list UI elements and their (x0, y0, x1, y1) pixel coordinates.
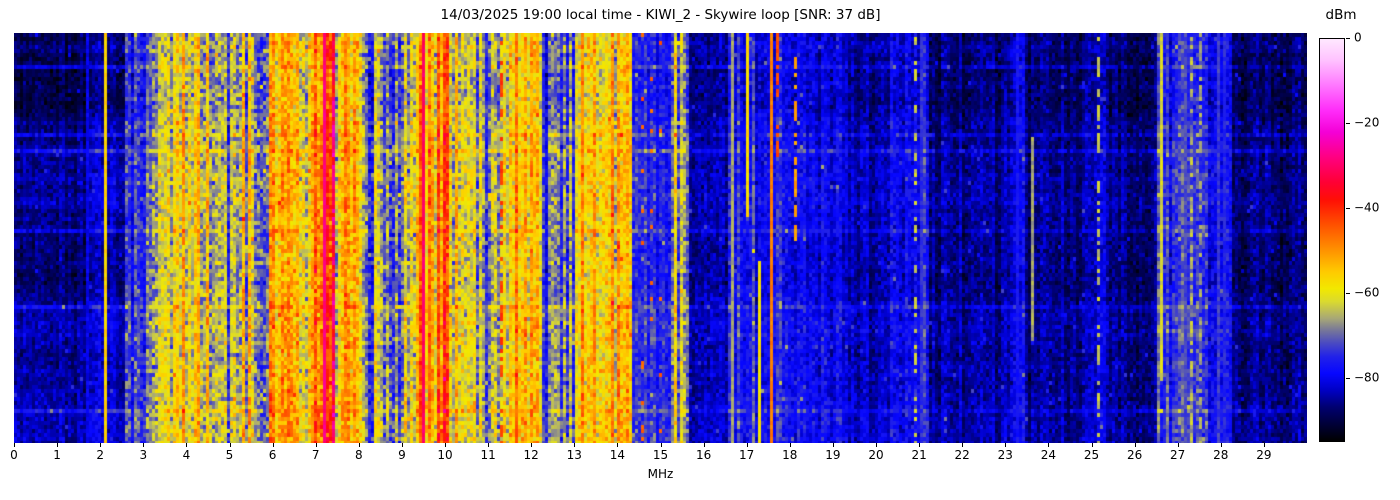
x-tick-mark (1091, 443, 1093, 447)
x-tick-mark (617, 443, 619, 447)
x-tick-mark (186, 443, 188, 447)
x-tick-label: 11 (480, 448, 496, 462)
x-tick-mark (919, 443, 921, 447)
x-tick-label: 25 (1083, 448, 1100, 462)
x-tick-label: 0 (10, 448, 18, 462)
colorbar-unit-label: dBm (1325, 7, 1357, 23)
colorbar-tick-label: −40 (1354, 200, 1380, 215)
x-tick-mark (57, 443, 59, 447)
x-tick-label: 6 (268, 448, 277, 462)
colorbar-tick-label: 0 (1354, 30, 1362, 45)
x-tick-label: 22 (954, 448, 970, 462)
x-tick-mark (789, 443, 791, 447)
x-tick-label: 1 (53, 448, 61, 462)
x-tick-label: 15 (652, 448, 669, 462)
x-tick-label: 21 (911, 448, 927, 462)
x-tick-mark (703, 443, 705, 447)
x-tick-mark (488, 443, 490, 447)
x-tick-mark (401, 443, 403, 447)
x-tick-label: 23 (997, 448, 1013, 462)
x-tick-mark (962, 443, 964, 447)
x-tick-label: 13 (566, 448, 582, 462)
x-tick-label: 29 (1256, 448, 1272, 462)
x-tick-label: 10 (437, 448, 453, 462)
x-tick-mark (358, 443, 360, 447)
x-tick-mark (1005, 443, 1007, 447)
waterfall-heatmap (14, 33, 1307, 443)
x-tick-label: 2 (96, 448, 105, 462)
x-tick-mark (660, 443, 662, 447)
x-tick-label: 27 (1170, 448, 1186, 462)
x-tick-mark (445, 443, 446, 447)
x-tick-mark (1263, 443, 1265, 447)
colorbar (1319, 38, 1345, 442)
x-tick-mark (14, 443, 15, 447)
x-tick-label: 12 (523, 448, 539, 462)
colorbar-tick-mark (1346, 123, 1350, 125)
x-tick-label: 14 (609, 448, 626, 462)
x-tick-label: 28 (1213, 448, 1229, 462)
colorbar-tick-mark (1346, 208, 1350, 210)
x-tick-label: 17 (739, 448, 755, 462)
x-tick-label: 19 (825, 448, 841, 462)
x-tick-mark (531, 443, 533, 447)
x-tick-mark (832, 443, 834, 447)
x-tick-mark (1134, 443, 1136, 447)
x-tick-label: 26 (1126, 448, 1143, 462)
x-tick-mark (272, 443, 274, 447)
x-tick-mark (574, 443, 576, 447)
colorbar-tick-label: −80 (1354, 370, 1380, 385)
colorbar-tick-mark (1346, 293, 1350, 295)
colorbar-tick-label: −60 (1354, 285, 1380, 300)
x-tick-label: 24 (1040, 448, 1057, 462)
colorbar-tick-label: −20 (1354, 115, 1380, 130)
x-tick-label: 9 (398, 448, 406, 462)
x-tick-mark (1048, 443, 1050, 447)
x-tick-label: 3 (139, 448, 148, 462)
x-tick-label: 8 (354, 448, 363, 462)
x-tick-label: 20 (868, 448, 884, 462)
x-tick-mark (143, 443, 145, 447)
x-tick-mark (746, 443, 748, 447)
chart-title: 14/03/2025 19:00 local time - KIWI_2 - S… (440, 7, 881, 23)
x-tick-label: 7 (311, 448, 320, 462)
x-tick-mark (1177, 443, 1179, 447)
x-tick-mark (876, 443, 877, 447)
x-tick-mark (100, 443, 102, 447)
x-tick-mark (315, 443, 317, 447)
x-tick-label: 5 (225, 448, 234, 462)
x-tick-label: 4 (182, 448, 191, 462)
x-tick-mark (229, 443, 231, 447)
x-tick-label: 18 (782, 448, 798, 462)
x-tick-mark (1220, 443, 1222, 447)
x-axis-label: MHz (647, 467, 674, 481)
colorbar-tick-mark (1346, 378, 1350, 380)
x-tick-label: 16 (695, 448, 712, 462)
colorbar-tick-mark (1346, 38, 1350, 39)
